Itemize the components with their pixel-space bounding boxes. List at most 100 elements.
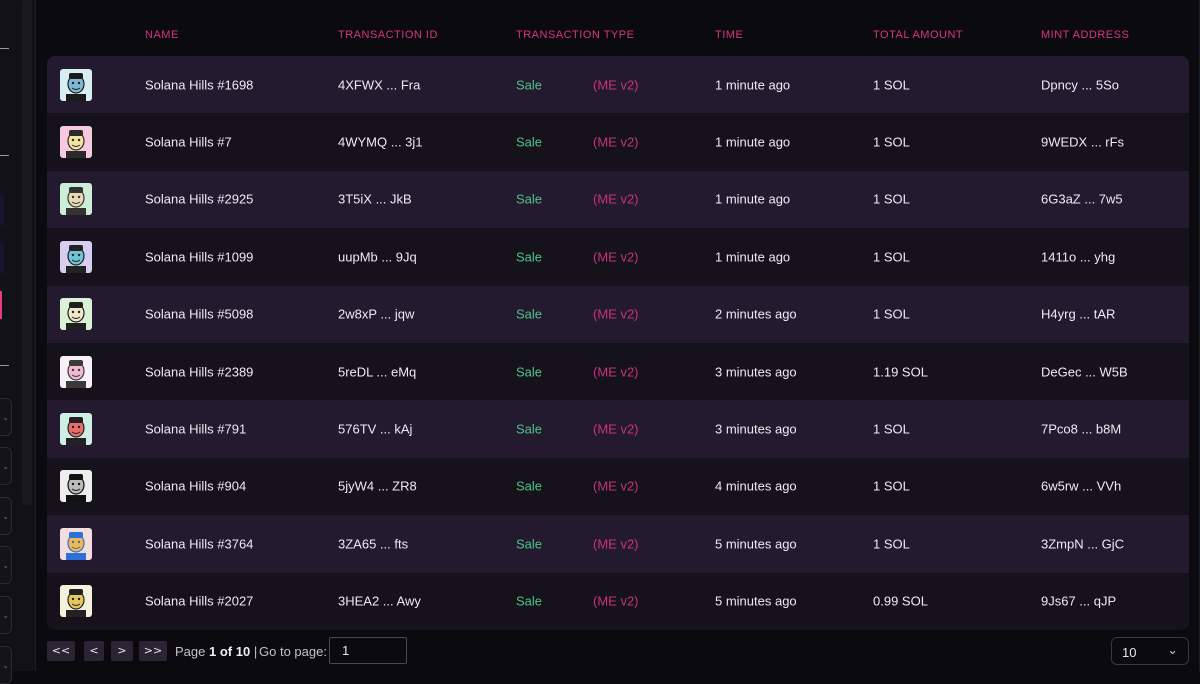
nft-thumbnail[interactable] <box>60 183 92 216</box>
mint-address-link[interactable]: 9Js67 ... qJP <box>1041 593 1117 609</box>
mint-address-link[interactable]: Dpncy ... 5So <box>1041 77 1120 93</box>
mint-address-link[interactable]: 7Pco8 ... b8M <box>1041 421 1122 437</box>
nft-thumbnail[interactable] <box>60 126 92 159</box>
nft-name[interactable]: Solana Hills #1698 <box>145 77 254 93</box>
transaction-id-link[interactable]: 4XFWX ... Fra <box>338 77 421 93</box>
nft-thumbnail[interactable] <box>60 585 92 618</box>
transaction-id-link[interactable]: 3ZA65 ... fts <box>338 536 409 552</box>
total-amount: 1 SOL <box>873 77 910 93</box>
sidebar-item[interactable] <box>0 243 4 273</box>
sidebar-filter-select[interactable]: ⌄ <box>0 497 12 535</box>
first-page-button[interactable]: << <box>47 641 75 661</box>
transaction-time: 4 minutes ago <box>715 478 797 494</box>
nft-thumbnail[interactable] <box>60 298 92 331</box>
sidebar-item[interactable] <box>0 195 4 225</box>
table-row[interactable]: Solana Hills #5098 2w8xP ... jqw Sale (M… <box>47 285 1189 343</box>
nft-thumbnail[interactable] <box>60 355 92 388</box>
next-page-button[interactable]: > <box>111 641 133 661</box>
transaction-type: Sale <box>516 306 543 322</box>
transaction-id-link[interactable]: uupMb ... 9Jq <box>338 249 417 265</box>
chevron-down-icon: ⌄ <box>1167 642 1178 657</box>
transaction-id-link[interactable]: 5jyW4 ... ZR8 <box>338 478 417 494</box>
table-row[interactable]: Solana Hills #1698 4XFWX ... Fra Sale (M… <box>47 56 1189 114</box>
marketplace-tag: (ME v2) <box>593 77 639 93</box>
nft-name[interactable]: Solana Hills #7 <box>145 134 232 150</box>
nft-name[interactable]: Solana Hills #1099 <box>145 249 254 265</box>
nft-name[interactable]: Solana Hills #2027 <box>145 593 254 609</box>
nft-thumbnail[interactable] <box>60 470 92 503</box>
mint-address-link[interactable]: 3ZmpN ... GjC <box>1041 536 1125 552</box>
table-row[interactable]: Solana Hills #904 5jyW4 ... ZR8 Sale (ME… <box>47 457 1189 516</box>
column-header-time[interactable]: TIME <box>715 29 744 41</box>
mint-address-link[interactable]: 1411o ... yhg <box>1041 249 1116 265</box>
sidebar-scrollbar[interactable] <box>22 0 32 505</box>
transaction-id-link[interactable]: 4WYMQ ... 3j1 <box>338 134 423 150</box>
transaction-id-link[interactable]: 2w8xP ... jqw <box>338 306 415 322</box>
nft-name[interactable]: Solana Hills #5098 <box>145 306 254 322</box>
transaction-id-link[interactable]: 3HEA2 ... Awy <box>338 593 421 609</box>
page-size-value: 10 <box>1122 645 1137 660</box>
marketplace-tag: (ME v2) <box>593 306 639 322</box>
page-size-select[interactable]: 10 ⌄ <box>1111 637 1189 665</box>
total-amount: 1.19 SOL <box>873 364 928 380</box>
nft-thumbnail[interactable] <box>60 68 92 101</box>
table-row[interactable]: Solana Hills #2389 5reDL ... eMq Sale (M… <box>47 343 1189 401</box>
sidebar-filter-select[interactable]: ⌄ <box>0 546 12 584</box>
marketplace-tag: (ME v2) <box>593 421 639 437</box>
table-row[interactable]: Solana Hills #2027 3HEA2 ... Awy Sale (M… <box>47 572 1189 630</box>
total-amount: 1 SOL <box>873 421 910 437</box>
nft-name[interactable]: Solana Hills #791 <box>145 421 247 437</box>
nft-thumbnail[interactable] <box>60 527 92 560</box>
transaction-type: Sale <box>516 593 543 609</box>
table-row[interactable]: Solana Hills #791 576TV ... kAj Sale (ME… <box>47 400 1189 458</box>
total-amount: 1 SOL <box>873 478 910 494</box>
mint-address-link[interactable]: 6G3aZ ... 7w5 <box>1041 191 1123 207</box>
total-amount: 1 SOL <box>873 306 910 322</box>
transaction-type: Sale <box>516 249 543 265</box>
transaction-id-link[interactable]: 3T5iX ... JkB <box>338 191 412 207</box>
sidebar-filter-select[interactable]: ⌄ <box>0 596 12 634</box>
sidebar-filter-select[interactable]: ⌄ <box>0 447 12 485</box>
marketplace-tag: (ME v2) <box>593 593 639 609</box>
column-header-mint-address[interactable]: MINT ADDRESS <box>1041 29 1130 41</box>
mint-address-link[interactable]: 6w5rw ... VVh <box>1041 478 1122 494</box>
page-prefix: Page <box>175 644 206 659</box>
prev-page-button[interactable]: < <box>84 641 104 661</box>
nft-name[interactable]: Solana Hills #3764 <box>145 536 254 552</box>
transaction-time: 3 minutes ago <box>715 364 797 380</box>
transaction-type: Sale <box>516 536 543 552</box>
table-row[interactable]: Solana Hills #7 4WYMQ ... 3j1 Sale (ME v… <box>47 113 1189 171</box>
transaction-id-link[interactable]: 5reDL ... eMq <box>338 364 417 380</box>
column-header-name[interactable]: NAME <box>145 29 179 41</box>
divider <box>0 365 9 366</box>
transaction-time: 2 minutes ago <box>715 306 797 322</box>
sidebar-filter-select[interactable]: ⌄ <box>0 398 12 436</box>
column-header-total-amount[interactable]: TOTAL AMOUNT <box>873 29 964 41</box>
transaction-type: Sale <box>516 191 543 207</box>
transaction-type: Sale <box>516 478 543 494</box>
chevron-down-icon: ⌄ <box>2 413 9 422</box>
table-row[interactable]: Solana Hills #1099 uupMb ... 9Jq Sale (M… <box>47 228 1189 286</box>
mint-address-link[interactable]: DeGec ... W5B <box>1041 364 1128 380</box>
transaction-id-link[interactable]: 576TV ... kAj <box>338 421 413 437</box>
total-amount: 1 SOL <box>873 249 910 265</box>
pagination: << < > >> Page 1 of 10 | Go to page: 10 … <box>47 637 1189 665</box>
column-header-transaction-id[interactable]: TRANSACTION ID <box>338 29 438 41</box>
last-page-button[interactable]: >> <box>139 641 167 661</box>
mint-address-link[interactable]: 9WEDX ... rFs <box>1041 134 1125 150</box>
nft-thumbnail[interactable] <box>60 240 92 273</box>
total-amount: 1 SOL <box>873 134 910 150</box>
nft-name[interactable]: Solana Hills #2389 <box>145 364 254 380</box>
nft-thumbnail[interactable] <box>60 413 92 446</box>
sidebar-filter-select[interactable]: ⌄ <box>0 646 12 684</box>
table-row[interactable]: Solana Hills #2925 3T5iX ... JkB Sale (M… <box>47 170 1189 229</box>
nft-name[interactable]: Solana Hills #904 <box>145 478 247 494</box>
total-amount: 1 SOL <box>873 191 910 207</box>
transaction-time: 3 minutes ago <box>715 421 797 437</box>
nft-name[interactable]: Solana Hills #2925 <box>145 191 254 207</box>
column-header-transaction-type[interactable]: TRANSACTION TYPE <box>516 29 635 41</box>
transaction-type: Sale <box>516 77 543 93</box>
table-row[interactable]: Solana Hills #3764 3ZA65 ... fts Sale (M… <box>47 515 1189 573</box>
mint-address-link[interactable]: H4yrg ... tAR <box>1041 306 1116 322</box>
goto-page-input[interactable] <box>329 637 407 664</box>
